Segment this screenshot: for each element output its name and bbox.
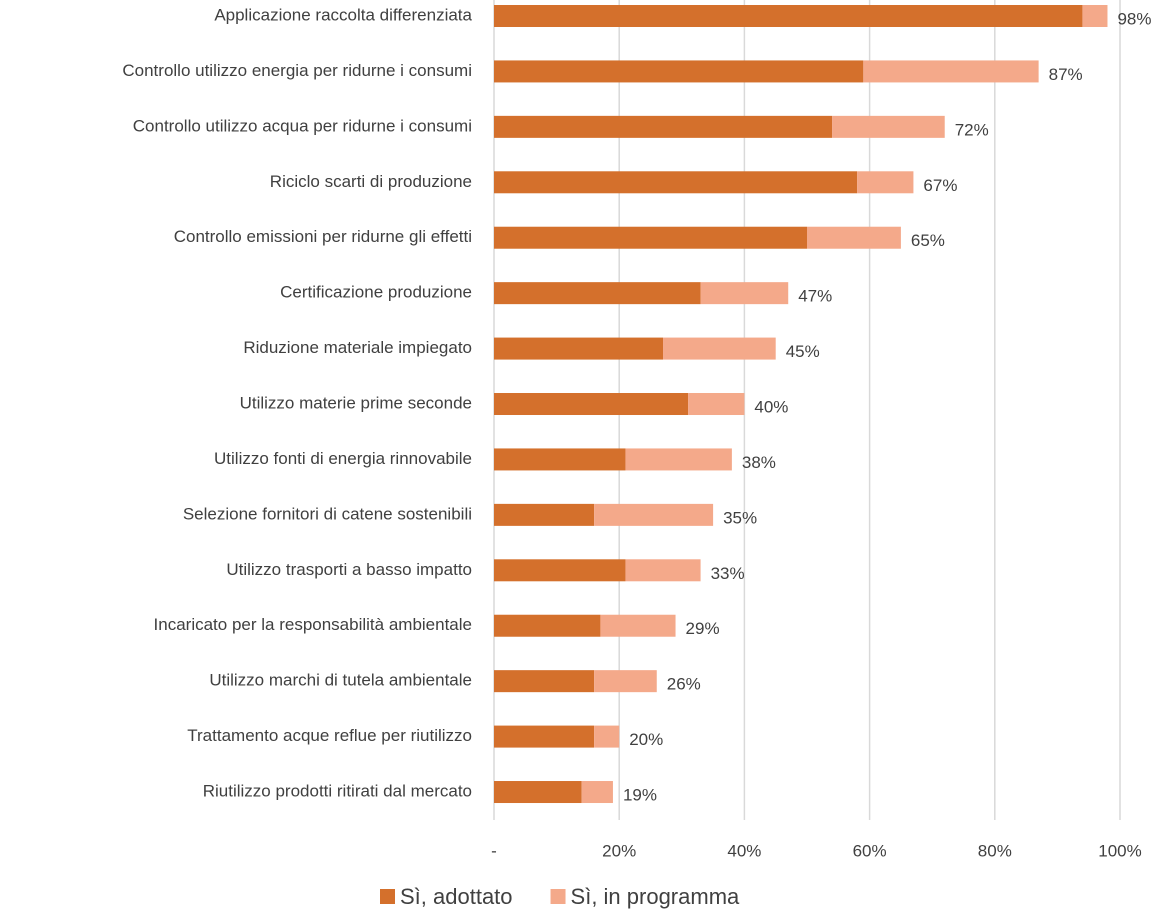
bar: [594, 503, 714, 526]
y-tick-label: Controllo utilizzo energia per ridurne i…: [122, 61, 472, 80]
y-tick-label: Utilizzo materie prime seconde: [240, 393, 472, 412]
legend-swatch: [550, 889, 566, 904]
bar: [494, 559, 626, 582]
y-tick-label: Utilizzo fonti di energia rinnovabile: [214, 449, 472, 468]
bar: [863, 60, 1039, 83]
bar: [494, 282, 701, 305]
bar: [494, 115, 833, 138]
data-label: 20%: [629, 730, 663, 749]
legend-swatch: [380, 889, 395, 904]
y-tick-label: Utilizzo marchi di tutela ambientale: [209, 671, 472, 690]
data-label: 26%: [667, 675, 701, 694]
y-tick-label: Incaricato per la responsabilità ambient…: [154, 615, 472, 634]
legend-label: Sì, in programma: [571, 884, 740, 909]
bar: [594, 725, 620, 748]
bar: [625, 448, 732, 471]
bar: [1082, 5, 1108, 27]
bar: [625, 559, 701, 582]
data-label: 29%: [686, 619, 720, 638]
data-label: 65%: [911, 231, 945, 250]
x-tick-label: -: [491, 841, 497, 860]
y-tick-label: Riciclo scarti di produzione: [270, 172, 472, 191]
data-label: 98%: [1117, 9, 1151, 28]
data-label: 38%: [742, 453, 776, 472]
x-tick-label: 60%: [853, 841, 887, 860]
x-tick-label: 80%: [978, 841, 1012, 860]
bar: [494, 503, 595, 526]
x-tick-label: 20%: [602, 841, 636, 860]
legend: Sì, adottato Sì, in programma: [380, 884, 740, 909]
bar: [494, 670, 595, 693]
bar: [581, 781, 613, 804]
data-label: 67%: [923, 176, 957, 195]
bar: [494, 226, 807, 249]
x-tick-label: 40%: [727, 841, 761, 860]
data-label: 33%: [711, 564, 745, 583]
y-tick-label: Applicazione raccolta differenziata: [214, 5, 472, 24]
bar: [494, 393, 689, 416]
bar: [857, 171, 914, 194]
x-tick-label: 100%: [1098, 841, 1141, 860]
bar: [600, 614, 676, 637]
bar: [700, 282, 789, 305]
bar: [832, 115, 945, 138]
y-tick-label: Trattamento acque reflue per riutilizzo: [187, 726, 472, 745]
data-label: 45%: [786, 342, 820, 361]
bar: [494, 337, 664, 360]
y-tick-label: Riduzione materiale impiegato: [243, 338, 472, 357]
data-label: 40%: [754, 397, 788, 416]
bar: [494, 725, 595, 748]
data-label: 35%: [723, 508, 757, 527]
bar: [807, 226, 901, 249]
bar: [494, 5, 1083, 27]
bar: [688, 393, 745, 416]
data-label: 47%: [798, 287, 832, 306]
y-tick-label: Riutilizzo prodotti ritirati dal mercato: [203, 782, 472, 801]
bar: [494, 60, 864, 83]
bar: [594, 670, 657, 693]
bar: [494, 448, 626, 471]
data-label: 87%: [1049, 65, 1083, 84]
bar: [494, 614, 601, 637]
legend-label: Sì, adottato: [400, 884, 513, 909]
bar: [494, 171, 858, 194]
bar: [494, 781, 582, 804]
y-tick-label: Controllo emissioni per ridurne gli effe…: [174, 227, 472, 246]
y-tick-label: Utilizzo trasporti a basso impatto: [226, 560, 472, 579]
bar: [663, 337, 776, 360]
y-tick-label: Controllo utilizzo acqua per ridurne i c…: [133, 116, 472, 135]
data-label: 72%: [955, 120, 989, 139]
data-label: 19%: [623, 786, 657, 805]
y-tick-label: Selezione fornitori di catene sostenibil…: [183, 504, 472, 523]
y-tick-label: Certificazione produzione: [280, 283, 472, 302]
